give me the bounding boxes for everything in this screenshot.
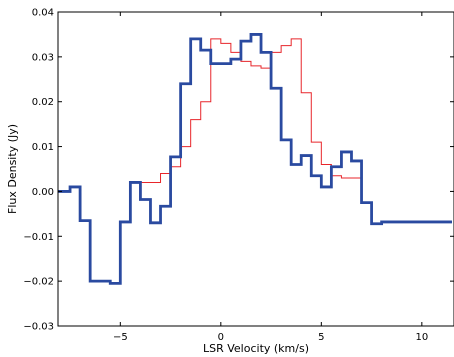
y-axis-label: Flux Density (Jy) [6,124,19,214]
y-tick-label: 0.00 [32,187,54,198]
y-tick-label: −0.03 [23,322,54,333]
series-line-1 [140,38,362,183]
y-tick-label: −0.02 [23,277,54,288]
y-tick-label: 0.04 [32,8,54,19]
plot-frame [57,11,454,327]
series-layer [58,33,452,285]
y-tick-label: 0.03 [32,52,54,63]
y-tick-label: −0.01 [23,232,54,243]
x-tick-label: 10 [415,332,428,343]
series-line-2 [58,33,452,285]
x-tick-label: −5 [113,332,128,343]
y-tick-label: 0.01 [32,142,54,153]
x-tick-label: 0 [218,332,224,343]
ticks-layer: −5 0 5 10 −0.03 −0.02 −0.01 0.00 0.01 0.02 0.03 0.0… [23,8,454,343]
x-tick-label: 5 [318,332,324,343]
x-axis-label: LSR Velocity (km/s) [203,342,309,355]
y-tick-label: 0.02 [32,97,54,108]
